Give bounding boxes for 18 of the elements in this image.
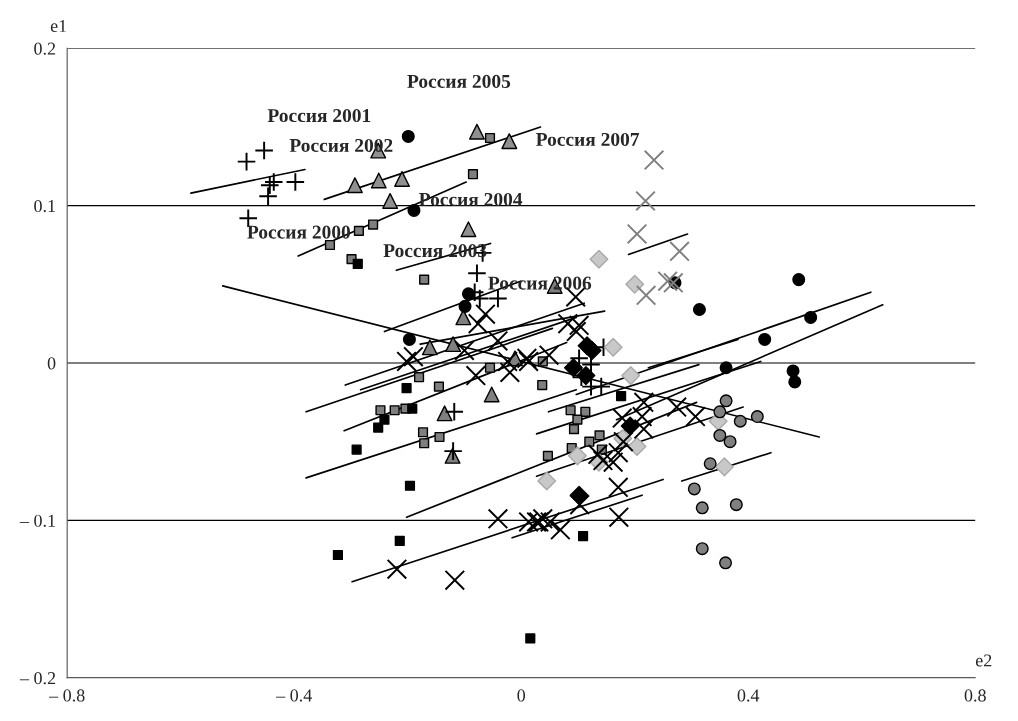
y-axis-title: e1 — [50, 19, 67, 33]
annotation: Россия 2002 — [289, 138, 393, 153]
annotation: Россия 2004 — [419, 192, 523, 206]
x-tick-label: 0.4 — [737, 689, 760, 702]
y-tick-label: 0.1 — [34, 199, 55, 213]
x-tick-label: – 0.4 — [276, 689, 312, 702]
annotation: Россия 2001 — [267, 109, 371, 123]
x-tick-label: 0.8 — [964, 689, 986, 702]
annotation: Россия 2007 — [536, 132, 640, 147]
annotation: Россия 2005 — [407, 74, 511, 88]
y-tick-label: 0.2 — [34, 42, 56, 55]
x-tick-label: 0 — [517, 689, 526, 702]
y-tick-label: – 0.1 — [19, 514, 55, 527]
y-tick-label: 0 — [47, 357, 56, 370]
x-tick-label: – 0.8 — [49, 689, 85, 702]
annotation: Россия 2000 — [247, 225, 351, 239]
y-tick-label: – 0.2 — [19, 672, 56, 685]
x-axis-title: e2 — [975, 654, 992, 667]
